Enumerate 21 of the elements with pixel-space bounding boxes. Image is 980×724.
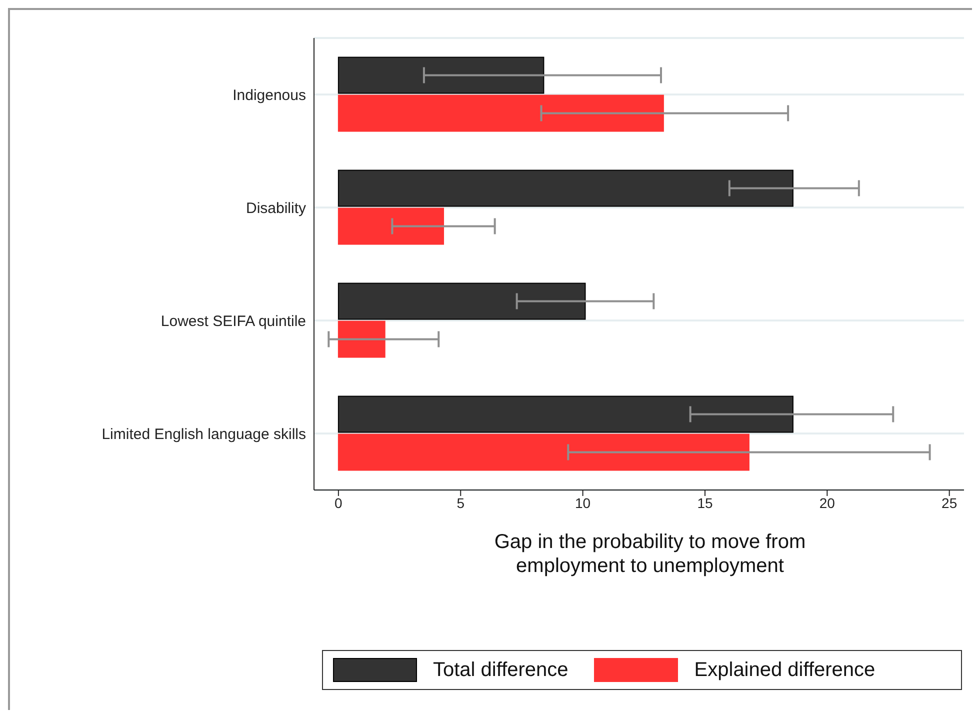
x-tick-label: 20 <box>819 494 836 511</box>
bar <box>338 320 386 358</box>
y-tick-label: Limited English language skills <box>102 426 306 443</box>
bar <box>338 434 750 471</box>
bar <box>338 56 544 94</box>
legend-label: Total difference <box>433 658 568 682</box>
y-tick-label: Lowest SEIFA quintile <box>160 312 306 330</box>
y-tick-label: Disability <box>246 200 306 217</box>
bar <box>338 282 586 320</box>
bar <box>338 94 664 132</box>
x-tick-label: 15 <box>697 494 713 511</box>
x-tick-label: 25 <box>942 494 958 511</box>
bar <box>338 170 794 207</box>
bar <box>338 208 444 245</box>
y-tick-label: Indigenous <box>232 86 306 104</box>
x-tick-label: 10 <box>575 494 591 511</box>
x-tick-label: 0 <box>334 494 343 511</box>
bar <box>338 396 794 433</box>
x-tick-label: 5 <box>456 494 465 511</box>
x-axis-title: Gap in the probability to move from employment to unemployment <box>493 530 807 578</box>
legend-label: Explained difference <box>694 658 876 682</box>
